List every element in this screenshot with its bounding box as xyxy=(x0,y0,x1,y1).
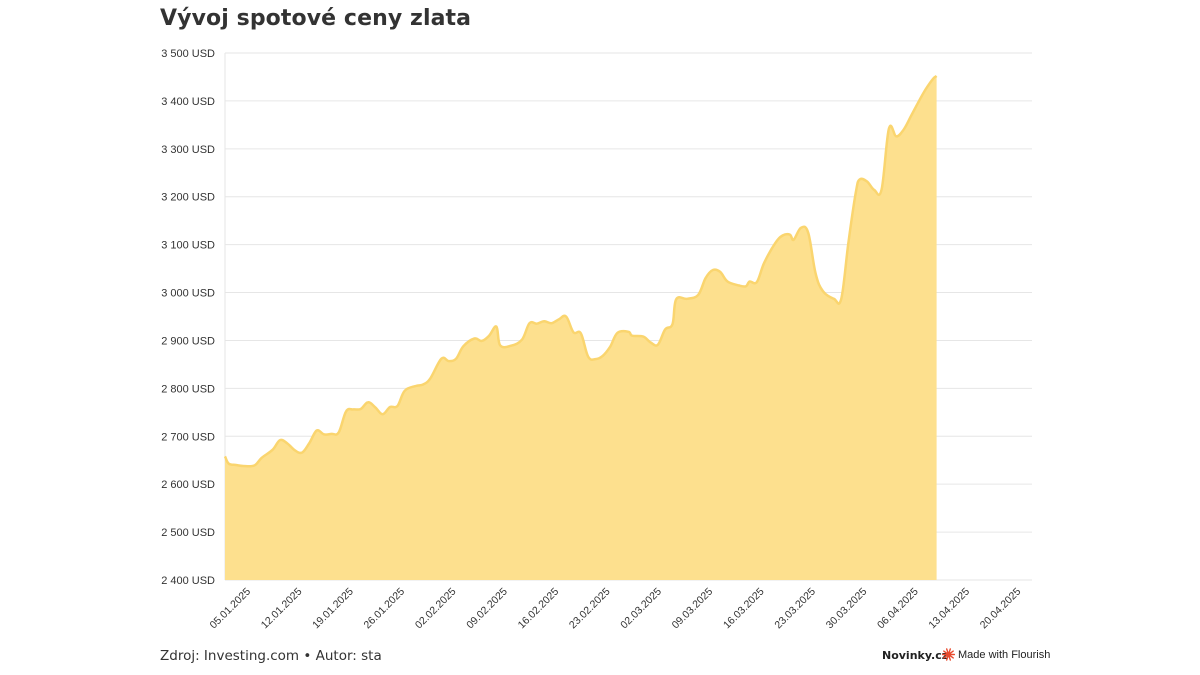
y-tick-label: 2 800 USD xyxy=(161,383,215,395)
y-tick-label: 3 200 USD xyxy=(161,192,215,204)
x-tick-label: 02.02.2025 xyxy=(413,586,459,632)
x-tick-label: 16.02.2025 xyxy=(516,586,562,632)
y-tick-label: 2 500 USD xyxy=(161,527,215,539)
x-axis: 05.01.2025 12.01.2025 19.01.2025 26.01.2025… xyxy=(207,586,1023,632)
x-tick-label: 12.01.2025 xyxy=(259,586,305,632)
y-tick-label: 2 700 USD xyxy=(161,431,215,443)
x-tick-label: 05.01.2025 xyxy=(207,586,253,632)
x-tick-label: 26.01.2025 xyxy=(362,586,408,632)
y-tick-label: 2 600 USD xyxy=(161,479,215,491)
brand-logo[interactable]: Novinky.cz xyxy=(882,649,949,662)
x-tick-label: 09.02.2025 xyxy=(464,586,510,632)
x-tick-label: 23.02.2025 xyxy=(567,586,613,632)
y-tick-label: 3 300 USD xyxy=(161,144,215,156)
made-with-flourish-label: Made with Flourish xyxy=(958,648,1051,661)
y-axis: 2 400 USD 2 500 USD 2 600 USD 2 700 USD 2 80… xyxy=(161,48,215,587)
x-tick-label: 02.03.2025 xyxy=(618,586,664,632)
price-line xyxy=(223,74,938,468)
made-with-flourish[interactable]: Made with Flourish xyxy=(942,648,1050,661)
y-tick-label: 2 900 USD xyxy=(161,335,215,347)
y-tick-label: 3 100 USD xyxy=(161,240,215,252)
x-tick-label: 13.04.2025 xyxy=(926,586,972,632)
x-tick-label: 23.03.2025 xyxy=(772,586,818,632)
x-tick-label: 19.01.2025 xyxy=(310,586,356,632)
y-tick-label: 2 400 USD xyxy=(161,575,215,587)
x-tick-label: 09.03.2025 xyxy=(670,586,716,632)
price-area xyxy=(225,76,937,580)
y-tick-label: 3 400 USD xyxy=(161,96,215,108)
chart-title: Vývoj spotové ceny zlata xyxy=(160,6,472,31)
y-tick-label: 3 500 USD xyxy=(161,48,215,60)
x-tick-label: 20.04.2025 xyxy=(978,586,1024,632)
x-tick-label: 16.03.2025 xyxy=(721,586,767,632)
x-tick-label: 30.03.2025 xyxy=(824,586,870,632)
x-tick-label: 06.04.2025 xyxy=(875,586,921,632)
source-credit: Zdroj: Investing.com • Autor: sta xyxy=(160,648,382,664)
y-tick-label: 3 000 USD xyxy=(161,288,215,300)
flourish-logo-icon xyxy=(942,648,955,661)
